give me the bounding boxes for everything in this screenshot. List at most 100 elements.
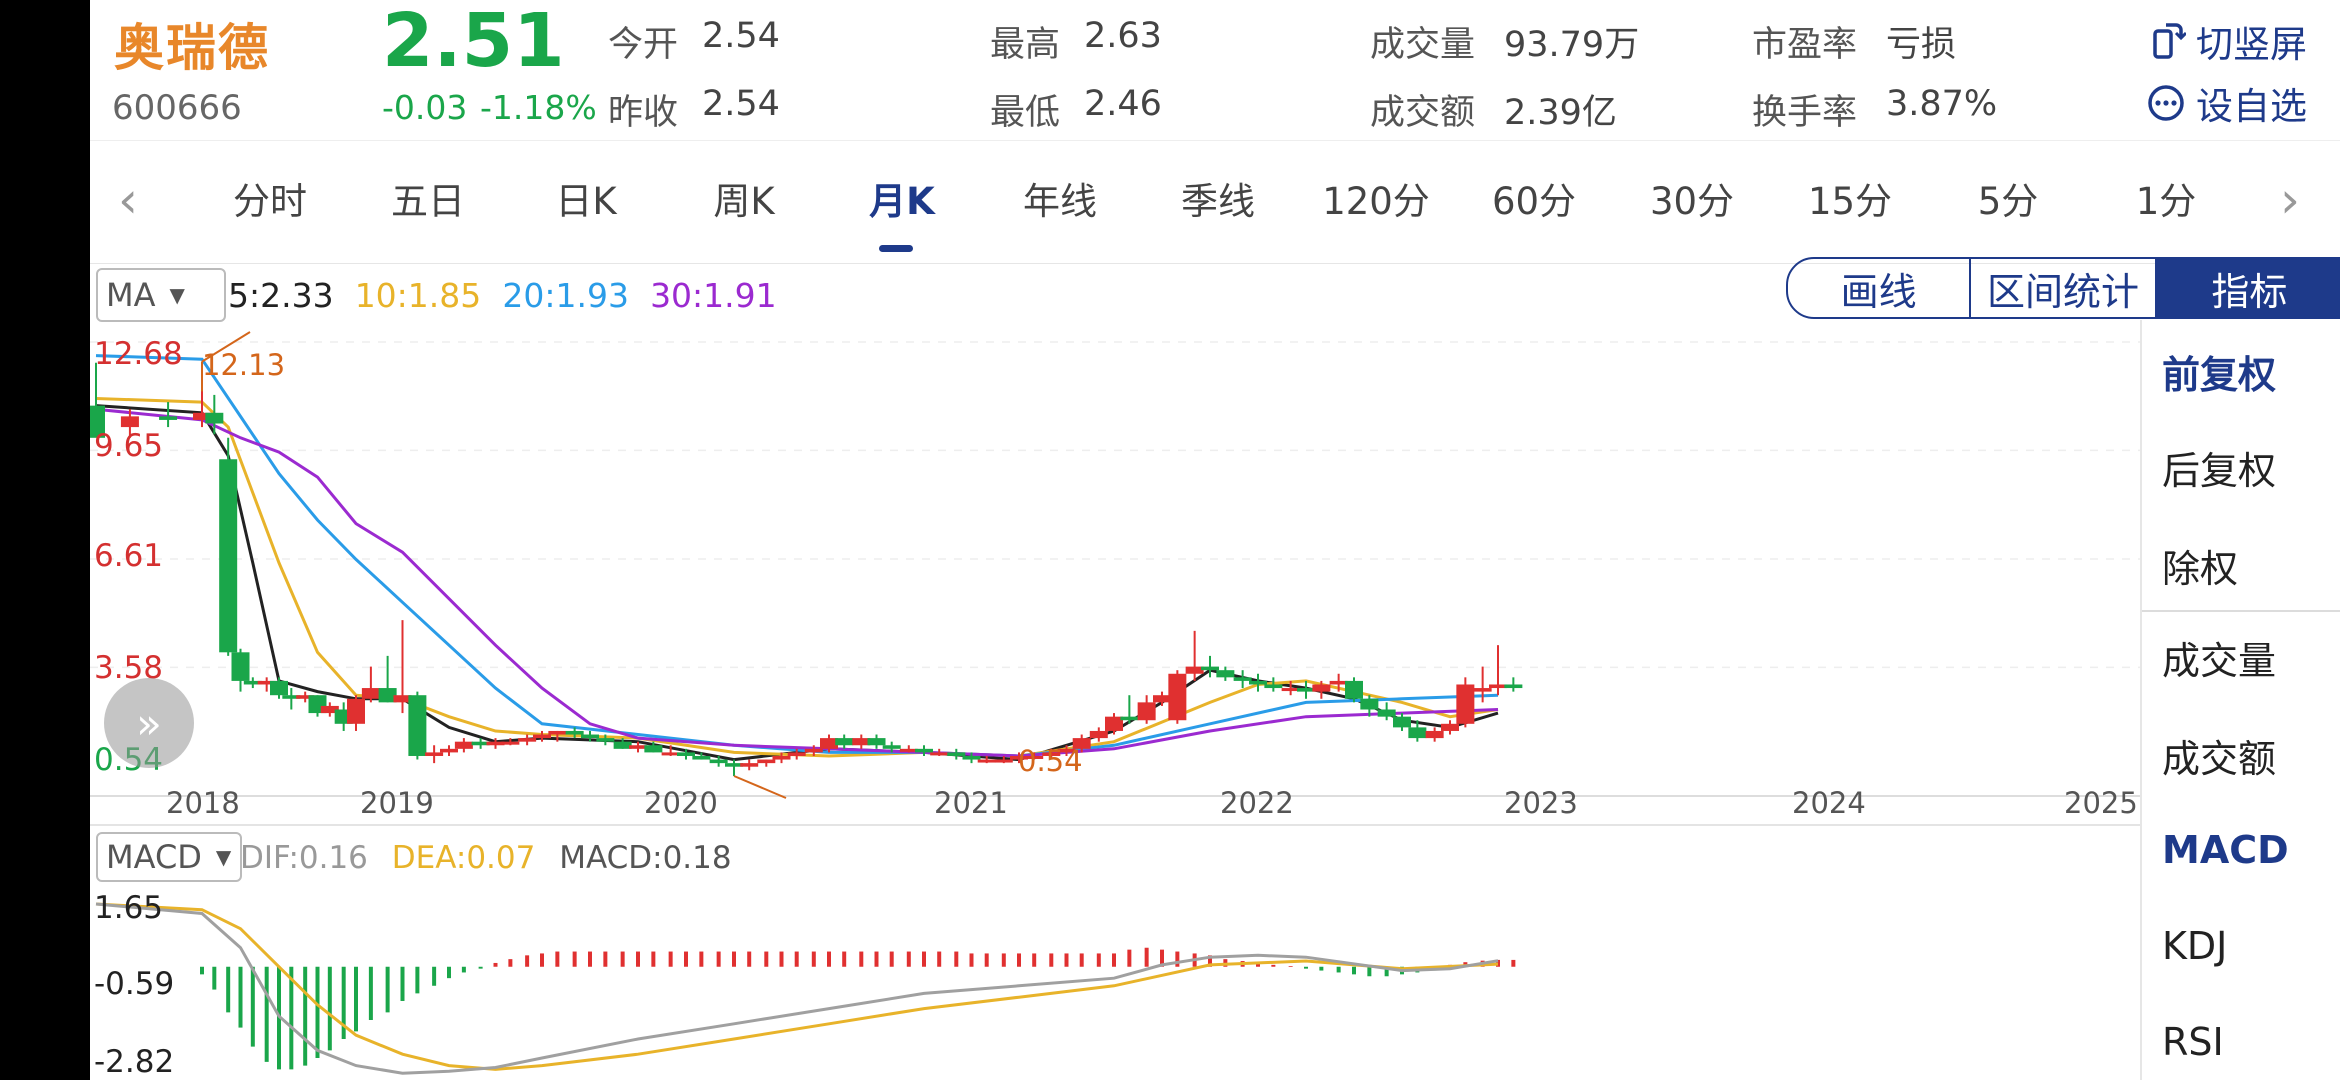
candle-body [1312,684,1331,692]
candle-body [378,688,397,703]
portrait-button[interactable]: 切竖屏 [2150,14,2307,68]
tab-quarterly[interactable]: 季线 [1181,180,1255,223]
sidebar-item-macd[interactable]: MACD [2162,828,2289,872]
tab-five-day[interactable]: 五日 [391,180,465,223]
candle-body [454,741,473,749]
candle-body [1042,752,1061,756]
ma-legend: 5:2.33 10:1.85 20:1.93 30:1.91 [228,276,793,315]
candle-body [709,759,728,764]
ma-selector[interactable]: MA ▼ [96,268,226,322]
candle-body [882,745,901,749]
ma5-legend: 5:2.33 [228,276,334,315]
portrait-button-label: 切竖屏 [2196,23,2307,66]
chevron-left-icon[interactable]: ‹ [118,171,138,229]
sidebar-item-ex-rights[interactable]: 除权 [2162,547,2239,591]
candle-body [393,695,412,703]
x-axis-2025: 2025 [2064,786,2138,820]
tab-yearly[interactable]: 年线 [1023,180,1097,223]
high-label: 最高 [990,25,1061,65]
low-marker-line [733,775,787,799]
candlestick-chart[interactable] [90,322,2140,822]
tab-daily-k[interactable]: 日K [555,180,617,223]
x-axis-2018: 2018 [166,786,240,820]
candle-body [471,741,490,746]
indicator-sidebar: 前复权 后复权 除权 成交量 成交额 MACD KDJ RSI [2140,320,2340,1080]
turnover-rate-value: 3.87% [1886,84,1998,124]
open-label: 今开 [608,25,679,65]
range-stats-button[interactable]: 区间统计 [1971,259,2157,317]
rotate-phone-icon [2153,23,2186,59]
candle-body [725,763,743,767]
sidebar-item-volume[interactable]: 成交量 [2162,639,2277,683]
candle-body [1057,748,1076,753]
ma20-legend: 20:1.93 [502,276,629,315]
low-value: 2.46 [1084,84,1162,124]
pe-value: 亏损 [1886,25,1957,65]
candle-body [1264,684,1283,689]
candle-body [90,405,105,438]
candle-body [930,752,949,756]
candle-body [740,763,759,767]
macd-legend: DIF:0.16 DEA:0.07 MACD:0.18 [240,840,732,876]
indicators-button[interactable]: 指标 [2156,259,2340,317]
pe-label: 市盈率 [1752,25,1858,65]
macd-axis-min: -2.82 [94,1044,175,1080]
high-marker-line [201,331,251,392]
turnover-amount-value: 2.39亿 [1504,93,1617,133]
tab-minute[interactable]: 分时 [233,180,307,223]
candle-body [644,745,663,753]
macd-divider [90,824,2140,826]
candle-body [270,680,288,696]
tab-60min[interactable]: 60分 [1491,180,1577,223]
macd-selector[interactable]: MACD ▼ [96,832,242,882]
candle-body [1089,730,1108,739]
sidebar-item-forward-adjust[interactable]: 前复权 [2162,353,2277,397]
candle-body [501,741,520,745]
play-history-button[interactable]: » [104,678,194,768]
x-axis-2019: 2019 [360,786,434,820]
tab-120min[interactable]: 120分 [1322,180,1430,223]
candle-body [629,745,647,749]
tab-weekly-k[interactable]: 周K [713,180,775,223]
sidebar-item-amount[interactable]: 成交额 [2162,737,2277,781]
candle-body [1201,666,1219,671]
more-circle-icon [2148,85,2184,121]
candle-body [915,748,933,753]
tab-15min[interactable]: 15分 [1807,180,1893,223]
candle-body [408,695,427,756]
volume-label: 成交量 [1370,25,1476,65]
sidebar-item-rsi[interactable]: RSI [2162,1020,2224,1064]
candle-body [257,680,276,685]
macd-chart[interactable] [90,884,2140,1080]
sidebar-item-backward-adjust[interactable]: 后复权 [2162,449,2277,493]
tab-1min[interactable]: 1分 [2135,180,2197,223]
candle-body [1345,680,1363,699]
stock-app: 奥瑞德 600666 2.51 -0.03 -1.18% 今开 2.54 昨收 … [90,0,2340,1080]
tab-30min[interactable]: 30分 [1649,180,1735,223]
dif-legend: DIF:0.16 [240,840,368,876]
macd-value-legend: MACD:0.18 [559,840,732,876]
candle-body [219,459,238,653]
turnover-amount-label: 成交额 [1370,93,1476,133]
chevron-right-icon[interactable]: › [2280,171,2300,229]
sidebar-item-kdj[interactable]: KDJ [2162,924,2228,968]
draw-button[interactable]: 画线 [1788,259,1972,317]
x-axis-2022: 2022 [1220,786,1294,820]
candle-body [581,734,599,739]
tab-monthly-k[interactable]: 月K [869,180,935,223]
price-axis-label-3: 6.61 [94,538,164,574]
candle-body [1441,723,1459,731]
candle-body [596,738,615,742]
candle-body [1425,730,1444,739]
dif-line [95,902,1499,1075]
candle-body [243,680,262,685]
period-tabs: ‹ 分时 五日 日K 周K 月K 年线 季线 120分 60分 30分 15分 … [90,140,2340,264]
candle-body [1216,670,1235,678]
candle-body [1393,716,1411,728]
dea-legend: DEA:0.07 [391,840,536,876]
tab-5min[interactable]: 5分 [1977,180,2039,223]
high-marker-label: 12.13 [202,348,286,382]
add-favorite-button[interactable]: 设自选 [2146,76,2307,130]
candle-body [1153,695,1171,703]
candle-body [347,698,365,724]
